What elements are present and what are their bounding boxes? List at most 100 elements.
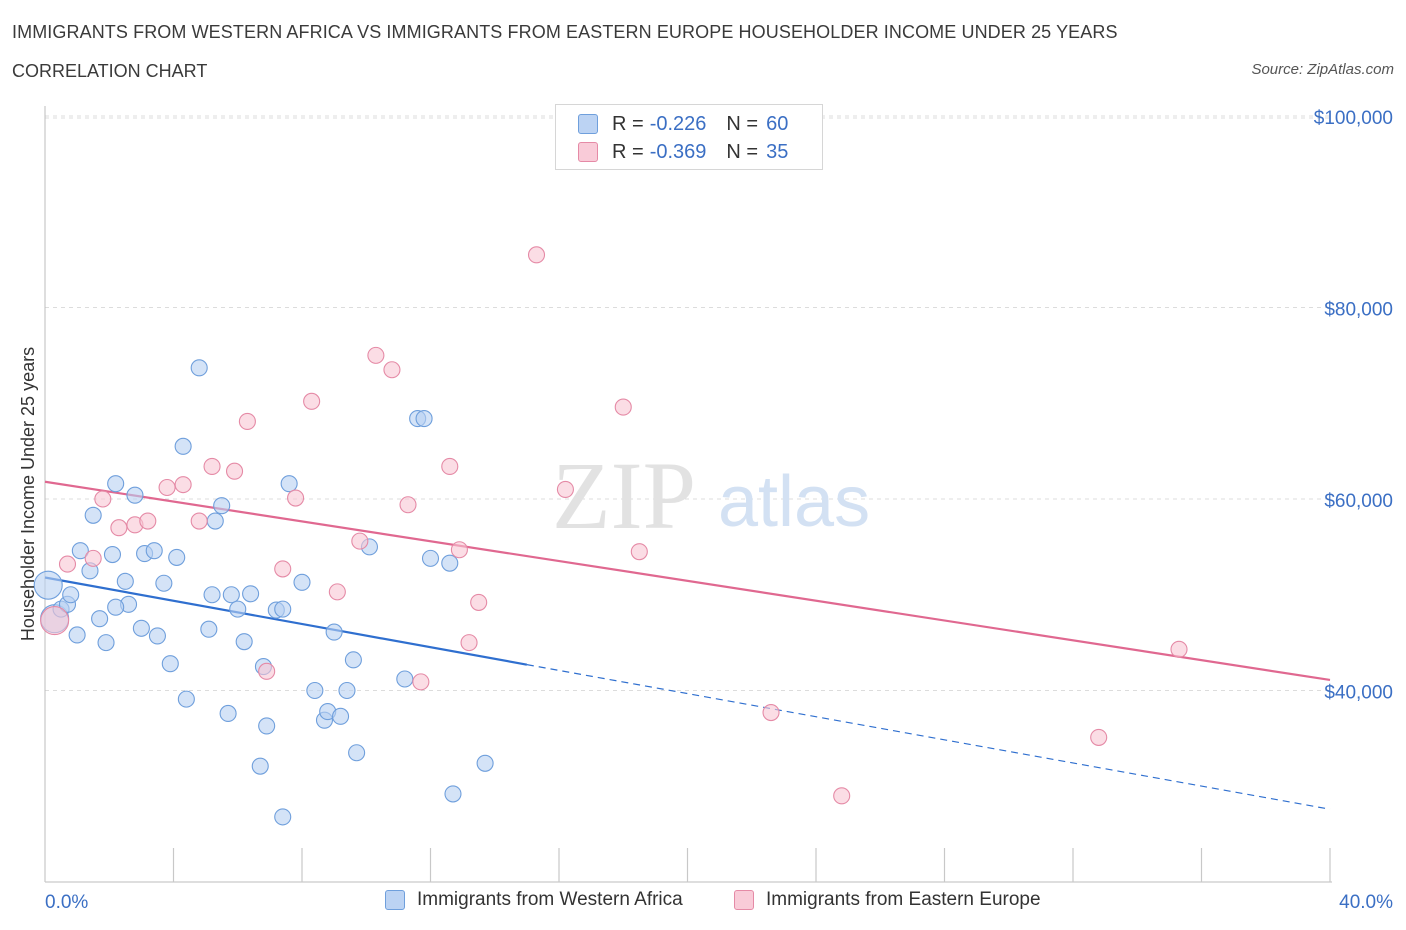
bottom-legend-swatch-pink [734, 890, 754, 910]
western-africa-point [91, 610, 109, 628]
y-tick-label-3: $100,000 [1314, 108, 1393, 129]
eastern-europe-point [450, 541, 468, 559]
western-africa-point [107, 475, 125, 493]
y-tick-label-2: $80,000 [1324, 300, 1393, 321]
chart-title: IMMIGRANTS FROM WESTERN AFRICA VS IMMIGR… [12, 22, 1118, 42]
eastern-europe-point [367, 346, 385, 364]
eastern-europe-point [441, 457, 459, 475]
western-africa-point [174, 437, 192, 455]
legend-row-western-africa: R = -0.226 N = 60 [578, 112, 788, 136]
eastern-europe-point [225, 462, 244, 480]
eastern-europe-point [40, 606, 70, 636]
western-africa-point [421, 549, 440, 567]
series-western-africa-points [33, 359, 494, 826]
western-africa-point [396, 670, 414, 688]
legend-n-label: N = [726, 112, 759, 135]
eastern-europe-point [174, 476, 192, 494]
western-africa-point [444, 785, 462, 803]
western-africa-point [168, 548, 186, 566]
legend-r-value: -0.369 [649, 140, 707, 163]
trend-lines [44, 480, 1331, 810]
eastern-europe-point [203, 457, 221, 475]
eastern-europe-point [139, 512, 157, 530]
eastern-europe-point [351, 532, 369, 550]
western-africa-point [126, 486, 144, 504]
trendline-eastern-europe [44, 480, 1331, 682]
correlation-legend: R = -0.226 N = 60 R = -0.369 N = 35 [555, 104, 823, 170]
western-africa-point [338, 681, 356, 700]
eastern-europe-point [328, 583, 346, 601]
western-africa-point [84, 506, 102, 524]
western-africa-point [274, 600, 292, 618]
eastern-europe-point [1170, 640, 1188, 658]
eastern-europe-point [527, 246, 546, 264]
western-africa-point [306, 681, 324, 700]
western-africa-point [155, 574, 173, 592]
eastern-europe-point [190, 512, 208, 530]
western-africa-point [62, 586, 80, 604]
western-africa-point [222, 586, 240, 604]
eastern-europe-point [58, 555, 77, 573]
western-africa-point [200, 620, 218, 638]
x-tick-label-min: 0.0% [45, 892, 88, 913]
western-africa-point [33, 570, 63, 600]
y-tick-label-1: $60,000 [1324, 491, 1393, 512]
trendline-western-africa-extension [526, 664, 1331, 810]
eastern-europe-point [460, 634, 478, 652]
western-africa-point [71, 542, 89, 560]
eastern-europe-point [303, 392, 321, 410]
western-africa-point [103, 545, 122, 564]
legend-r-value: -0.226 [649, 112, 707, 135]
legend-n-label: N = [726, 140, 759, 163]
legend-r-label: R = [612, 112, 644, 135]
eastern-europe-point [1090, 728, 1108, 746]
western-africa-point [251, 757, 269, 775]
eastern-europe-point [470, 593, 488, 611]
eastern-europe-point [399, 496, 417, 514]
watermark: ZIP atlas [552, 442, 870, 549]
western-africa-point [476, 754, 494, 772]
legend-swatch-pink [578, 142, 598, 162]
western-africa-point [229, 600, 247, 618]
western-africa-point [293, 573, 311, 591]
y-axis-label: Householder Income Under 25 years [18, 347, 38, 641]
eastern-europe-point [383, 361, 401, 379]
western-africa-point [280, 475, 298, 493]
watermark-zip: ZIP [552, 442, 696, 549]
western-africa-point [348, 744, 366, 762]
western-africa-point [132, 619, 150, 637]
legend-n-value: 60 [766, 112, 789, 135]
western-africa-point [203, 586, 221, 604]
eastern-europe-point [630, 543, 648, 561]
watermark-atlas: atlas [718, 462, 870, 542]
western-africa-point [148, 627, 166, 645]
eastern-europe-point [274, 560, 292, 578]
tick-labels: $40,000 $60,000 $80,000 $100,000 0.0% 40.0% [45, 108, 1393, 913]
western-africa-point [116, 572, 134, 590]
western-africa-point [177, 690, 195, 708]
western-africa-point [161, 655, 179, 673]
eastern-europe-point [412, 673, 430, 691]
western-africa-point [107, 598, 125, 616]
legend-row-eastern-europe: R = -0.369 N = 35 [578, 140, 788, 164]
western-africa-point [145, 542, 163, 560]
trendline-western-africa [44, 576, 528, 666]
western-africa-point [415, 410, 433, 428]
western-africa-point [190, 359, 208, 377]
chart-subtitle: CORRELATION CHART [12, 61, 208, 81]
western-africa-point [325, 623, 343, 641]
legend-swatch-blue [578, 114, 598, 134]
eastern-europe-point [833, 787, 851, 805]
eastern-europe-point [556, 480, 574, 498]
bottom-legend-label-eastern-europe: Immigrants from Eastern Europe [766, 889, 1041, 910]
bottom-legend-swatch-blue [385, 890, 405, 910]
eastern-europe-point [238, 412, 256, 430]
eastern-europe-point [84, 549, 102, 567]
eastern-europe-point [287, 489, 305, 507]
legend-n-value: 35 [766, 140, 789, 163]
eastern-europe-point [614, 398, 632, 416]
western-africa-point [235, 633, 253, 651]
bottom-legend-western-africa: Immigrants from Western Africa [385, 889, 683, 911]
axes [44, 106, 1332, 883]
